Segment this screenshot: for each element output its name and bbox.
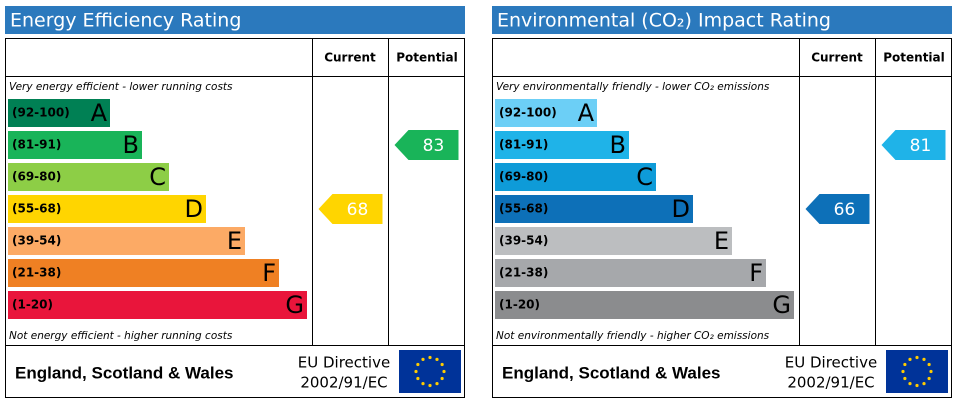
band <box>495 163 656 191</box>
band-letter: D <box>185 195 203 223</box>
eu-star <box>915 383 919 388</box>
directive: EU Directive <box>785 354 877 372</box>
band-range: (92-100) <box>12 106 70 120</box>
rating-value: 68 <box>347 200 369 220</box>
eu-star <box>421 357 425 361</box>
band-range: (92-100) <box>499 106 557 120</box>
column-header: Current <box>324 51 376 65</box>
column-header: Potential <box>883 51 945 65</box>
band <box>8 195 206 223</box>
band-letter: B <box>123 131 139 159</box>
eu-star <box>440 362 444 367</box>
panel-title: Environmental (CO₂) Impact Rating <box>497 10 831 32</box>
frame <box>5 38 465 398</box>
band <box>8 131 142 159</box>
band-letter: D <box>672 195 690 223</box>
band <box>8 227 245 255</box>
band-range: (1-20) <box>12 298 53 312</box>
band <box>495 195 693 223</box>
band-letter: E <box>227 227 242 255</box>
directive: 2002/91/EC <box>300 374 387 392</box>
directive: EU Directive <box>298 354 390 372</box>
footer: England, Scotland & Wales <box>15 363 234 382</box>
eu-star <box>428 355 432 360</box>
eu-star <box>416 376 420 381</box>
bottom-note: Not environmentally friendly - higher CO… <box>496 330 770 342</box>
band <box>495 291 794 319</box>
band <box>495 259 766 287</box>
band-range: (1-20) <box>499 298 540 312</box>
eu-star <box>908 382 912 386</box>
rating-value: 81 <box>910 136 932 156</box>
eu-star <box>428 383 432 388</box>
eu-star <box>915 355 919 360</box>
eu-star <box>927 362 931 367</box>
band <box>495 131 629 159</box>
eu-star <box>929 369 933 374</box>
footer: England, Scotland & Wales <box>502 363 721 382</box>
band <box>8 291 307 319</box>
eu-star <box>435 382 439 386</box>
band-range: (55-68) <box>12 202 61 216</box>
band-range: (81-91) <box>12 138 61 152</box>
band-letter: B <box>610 131 626 159</box>
band-letter: A <box>91 99 108 127</box>
title-bar <box>5 6 465 34</box>
top-note: Very energy efficient - lower running co… <box>9 81 233 93</box>
eu-star <box>903 376 907 381</box>
eu-star <box>903 362 907 367</box>
band-letter: C <box>636 163 653 191</box>
band <box>495 99 597 127</box>
directive: 2002/91/EC <box>787 374 874 392</box>
rating-arrow <box>805 194 870 224</box>
eu-star <box>922 357 926 361</box>
eu-star <box>908 357 912 361</box>
eu-star <box>416 362 420 367</box>
column-header: Potential <box>396 51 458 65</box>
rating-arrow <box>394 130 459 160</box>
band <box>495 227 732 255</box>
panel-title: Energy Efficiency Rating <box>10 10 241 32</box>
rating-arrow <box>318 194 383 224</box>
band-letter: F <box>749 259 763 287</box>
band-letter: E <box>714 227 729 255</box>
band-letter: C <box>149 163 166 191</box>
band <box>8 259 279 287</box>
band-range: (39-54) <box>12 234 61 248</box>
band-range: (69-80) <box>499 170 548 184</box>
eu-star <box>435 357 439 361</box>
band-letter: G <box>772 291 791 319</box>
top-note: Very environmentally friendly - lower CO… <box>496 81 770 93</box>
title-bar <box>492 6 952 34</box>
band-letter: G <box>285 291 304 319</box>
band-range: (21-38) <box>12 266 61 280</box>
band-range: (55-68) <box>499 202 548 216</box>
band <box>8 99 110 127</box>
eu-star <box>922 382 926 386</box>
rating-arrow <box>881 130 946 160</box>
frame <box>492 38 952 398</box>
eu-star <box>421 382 425 386</box>
band-range: (39-54) <box>499 234 548 248</box>
band-letter: A <box>578 99 595 127</box>
rating-value: 66 <box>834 200 856 220</box>
band <box>8 163 169 191</box>
eu-star <box>440 376 444 381</box>
eu-star <box>927 376 931 381</box>
rating-value: 83 <box>423 136 445 156</box>
band-letter: F <box>262 259 276 287</box>
column-header: Current <box>811 51 863 65</box>
band-range: (81-91) <box>499 138 548 152</box>
bottom-note: Not energy efficient - higher running co… <box>9 330 233 342</box>
eu-star <box>901 369 905 374</box>
eu-star <box>414 369 418 374</box>
eu-star <box>442 369 446 374</box>
band-range: (69-80) <box>12 170 61 184</box>
band-range: (21-38) <box>499 266 548 280</box>
